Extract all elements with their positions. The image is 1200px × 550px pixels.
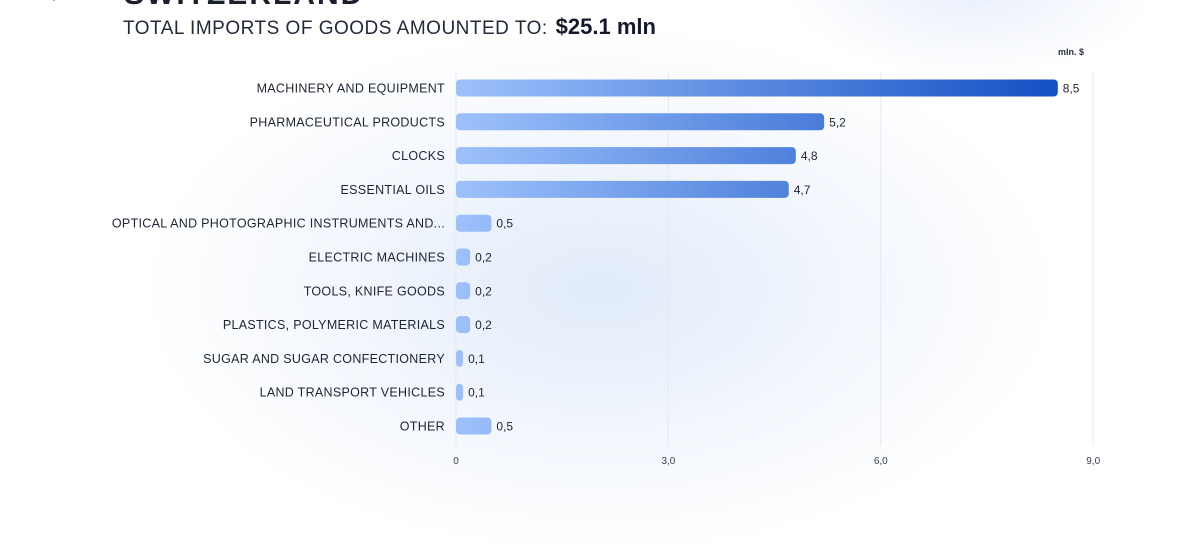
bar	[456, 417, 492, 435]
x-tick-label: 9,0	[1086, 456, 1100, 467]
headline-value: $25.1 mln	[555, 14, 656, 39]
units-label: mln. $	[1058, 47, 1085, 57]
headline-text: TOTAL IMPORTS OF GOODS AMOUNTED TO:	[123, 18, 548, 39]
value-label: 0,5	[496, 420, 513, 434]
value-label: 4,7	[794, 183, 811, 197]
value-label: 0,1	[468, 352, 485, 366]
bar	[456, 214, 492, 232]
bar	[456, 79, 1058, 97]
value-label: 8,5	[1063, 82, 1080, 96]
category-label: OPTICAL AND PHOTOGRAPHIC INSTRUMENTS AND…	[112, 217, 445, 231]
x-tick-label: 3,0	[661, 456, 675, 467]
category-label: LAND TRANSPORT VEHICLES	[260, 386, 445, 400]
country-title: SWITZERLAND	[124, 0, 364, 12]
value-label: 0,2	[475, 284, 492, 298]
category-label: PLASTICS, POLYMERIC MATERIALS	[223, 318, 445, 332]
bar	[456, 383, 464, 401]
bar	[456, 349, 464, 367]
category-label: SUGAR AND SUGAR CONFECTIONERY	[203, 352, 445, 366]
x-tick-label: 0	[453, 456, 459, 467]
bar	[456, 180, 789, 198]
category-label: PHARMACEUTICAL PRODUCTS	[250, 115, 445, 129]
value-label: 0,2	[475, 318, 492, 332]
value-label: 0,1	[468, 386, 485, 400]
bar	[456, 316, 471, 334]
bar	[456, 113, 825, 131]
bar	[456, 248, 471, 266]
value-label: 0,2	[475, 251, 492, 265]
category-label: CLOCKS	[392, 149, 445, 163]
bar	[456, 147, 796, 165]
category-label: ESSENTIAL OILS	[341, 183, 445, 197]
headline: TOTAL IMPORTS OF GOODS AMOUNTED TO: $25.1…	[123, 14, 656, 40]
x-tick-label: 6,0	[874, 456, 888, 467]
bar	[456, 282, 471, 300]
value-label: 0,5	[496, 217, 513, 231]
value-label: 4,8	[801, 149, 818, 163]
category-label: OTHER	[400, 420, 445, 434]
value-label: 5,2	[829, 115, 846, 129]
bar-chart: 0 3,0 6,0 9,0 MACHINERY AND EQUIPMENT 8,5 PHAR…	[112, 72, 1101, 467]
category-label: TOOLS, KNIFE GOODS	[304, 284, 445, 298]
category-label: ELECTRIC MACHINES	[309, 251, 445, 265]
category-label: MACHINERY AND EQUIPMENT	[257, 82, 445, 96]
